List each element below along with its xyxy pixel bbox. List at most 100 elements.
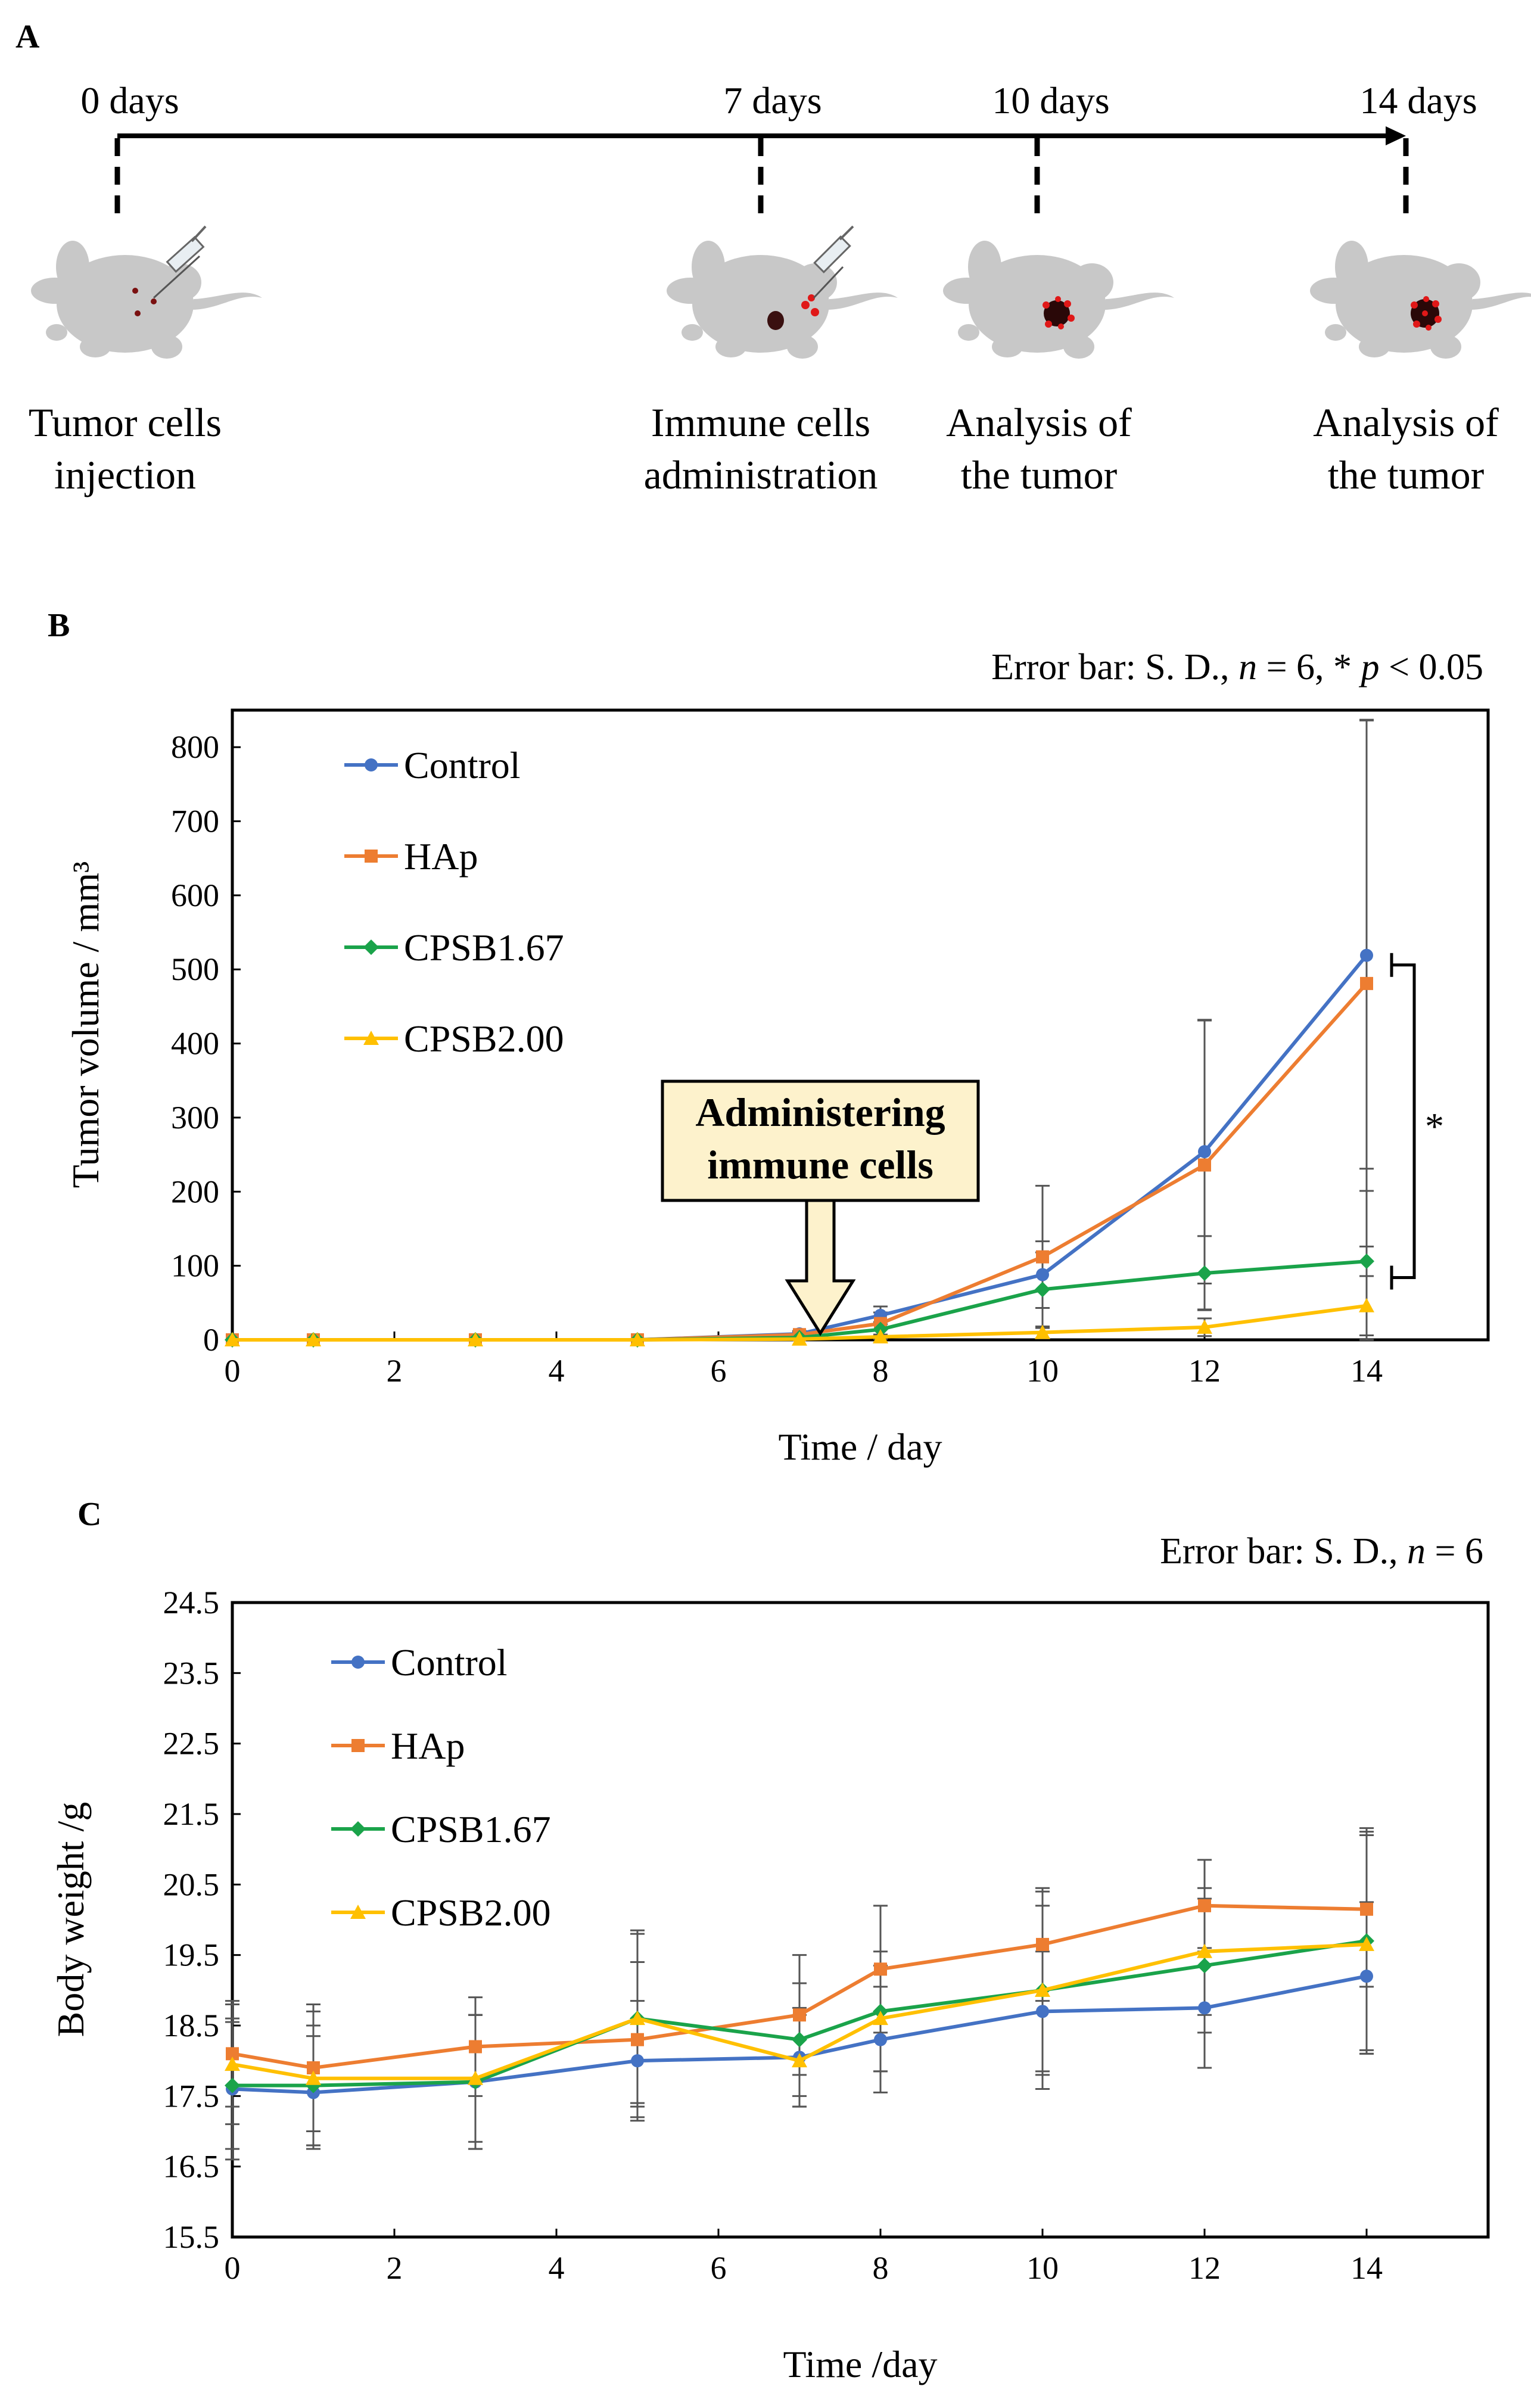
data-point [792, 2031, 807, 2048]
immune-cell-cluster [1411, 296, 1442, 331]
x-tick-label: 8 [873, 1353, 889, 1389]
data-point [468, 1332, 483, 1346]
legend-marker [365, 758, 378, 771]
timeline-caption-line1: Tumor cells [29, 400, 222, 445]
legend-marker [350, 1821, 366, 1837]
legend-item: CPSB2.00 [344, 1018, 564, 1060]
data-point [630, 1332, 645, 1346]
data-point [306, 2070, 321, 2085]
x-tick-label: 6 [711, 2250, 727, 2286]
legend-item: Control [344, 744, 521, 786]
timeline-marker-14: 14 days Analysis of the tumor [1310, 79, 1531, 497]
y-tick-label: 800 [171, 729, 219, 765]
tumor-icon [767, 311, 784, 330]
x-tick-label: 0 [225, 1353, 241, 1389]
x-tick-label: 6 [711, 1353, 727, 1389]
timeline-marker-7: 7 days Immune cells administration [644, 79, 898, 497]
timeline-day-label: 0 days [80, 79, 179, 122]
data-point [225, 2077, 240, 2093]
x-tick-label: 10 [1026, 2250, 1059, 2286]
data-point [1197, 1319, 1212, 1334]
legend-label: CPSB2.00 [391, 1891, 551, 1934]
tumor-icon [1044, 300, 1070, 326]
syringe-icon [153, 225, 207, 299]
data-point [874, 1962, 887, 1976]
data-point [792, 2053, 807, 2068]
tumor-cell-dot [135, 310, 141, 316]
significance-bracket: * [1390, 953, 1444, 1290]
y-tick-label: 600 [171, 878, 219, 913]
chart-c-y-axis-label: Body weight /g [49, 1802, 92, 2037]
administering-callout: Administering immune cells [661, 1079, 980, 1336]
data-point [1197, 1958, 1212, 1974]
y-tick-label: 17.5 [163, 2078, 220, 2114]
chart-c-legend: Control HAp CPSB1.67 CPSB2.00 [331, 1641, 551, 1934]
x-tick-label: 2 [387, 1353, 403, 1389]
y-tick-label: 16.5 [163, 2149, 220, 2185]
timeline-caption-line2: the tumor [1328, 452, 1485, 497]
timeline-arrowhead [1386, 126, 1406, 145]
mouse-icon [31, 241, 262, 359]
callout-arrow [785, 1199, 856, 1336]
data-point [1035, 1324, 1050, 1339]
timeline-caption-line2: injection [54, 452, 196, 497]
y-tick-label: 21.5 [163, 1796, 220, 1832]
legend-marker [350, 1905, 366, 1919]
data-point [1036, 1250, 1049, 1264]
chart-c-axes: 0 2 4 6 8 10 12 14 15.5 16.5 17.5 18.5 19.5 20.5 21.5 2… [163, 1585, 1383, 2286]
data-point [469, 2040, 482, 2054]
significance-star: * [1425, 1105, 1444, 1147]
data-point [793, 2008, 806, 2022]
timeline-marker-0: 0 days Tumor cells injection [29, 79, 262, 497]
data-point [1036, 1937, 1049, 1951]
y-tick-label: 18.5 [163, 2008, 220, 2043]
data-point [1035, 1281, 1050, 1298]
data-point [468, 2070, 483, 2085]
legend-item: Control [331, 1641, 508, 1684]
panel-c: C Error bar: S. D., n = 6 0 2 4 6 8 10 12 14 15.… [49, 1496, 1490, 2385]
y-tick-label: 19.5 [163, 1937, 220, 1973]
timeline-caption-line1: Analysis of [1313, 400, 1499, 445]
timeline-caption-line1: Analysis of [946, 400, 1132, 445]
data-point [873, 2011, 888, 2026]
data-point [1360, 948, 1373, 962]
syringe-icon [813, 225, 854, 299]
chart-b-x-axis-label: Time / day [779, 1426, 942, 1468]
callout-line1: Administering [695, 1090, 945, 1135]
data-point [1360, 1902, 1373, 1916]
data-point [1359, 1253, 1374, 1270]
chart-b-error-note: Error bar: S. D., n = 6, * p < 0.05 [991, 647, 1483, 687]
chart-c-plot-area [231, 1601, 1490, 2239]
data-point [225, 2057, 240, 2071]
chart-c-error-bars [225, 1827, 1374, 2161]
y-tick-label: 24.5 [163, 1585, 220, 1620]
panel-a-label: A [15, 18, 40, 55]
data-point [1198, 1158, 1211, 1172]
legend-label: CPSB1.67 [404, 926, 564, 969]
x-tick-label: 12 [1188, 1353, 1221, 1389]
data-point [1359, 1298, 1374, 1312]
x-tick-label: 14 [1350, 1353, 1383, 1389]
timeline-day-label: 10 days [992, 79, 1109, 122]
legend-item: HAp [344, 835, 478, 878]
chart-b-y-axis-label: Tumor volume / mm³ [64, 861, 107, 1188]
legend-label: HAp [391, 1725, 465, 1767]
data-point [631, 2054, 644, 2068]
data-point [1360, 1970, 1373, 1983]
legend-item: HAp [331, 1725, 465, 1767]
y-tick-label: 23.5 [163, 1655, 220, 1691]
data-point [306, 1332, 321, 1346]
timeline-day-label: 7 days [723, 79, 821, 122]
data-point [1198, 2001, 1211, 2015]
legend-item: CPSB1.67 [344, 926, 564, 969]
data-point [307, 2061, 320, 2074]
x-tick-label: 12 [1188, 2250, 1221, 2286]
panel-b-label: B [48, 607, 70, 644]
chart-c-x-axis-label: Time /day [783, 2343, 938, 2385]
data-point [225, 1332, 240, 1346]
y-tick-label: 700 [171, 804, 219, 839]
data-point [1035, 1982, 1050, 1997]
legend-label: CPSB1.67 [391, 1808, 551, 1850]
y-tick-label: 22.5 [163, 1726, 220, 1762]
